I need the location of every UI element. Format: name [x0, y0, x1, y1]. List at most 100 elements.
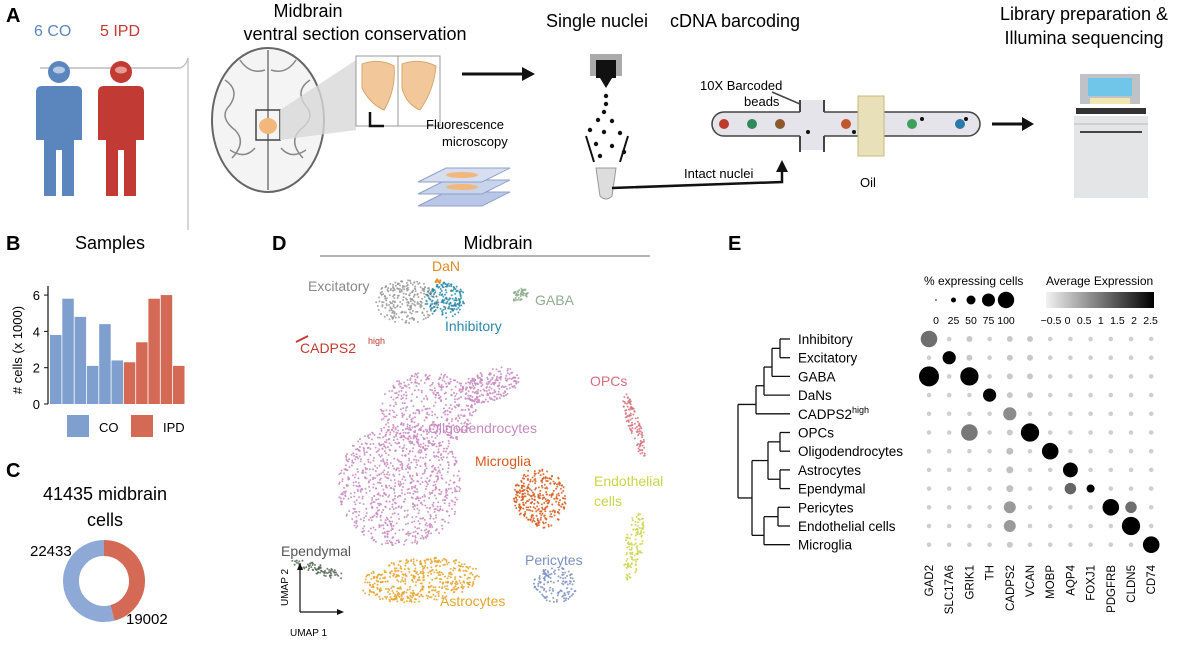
cluster-microglia: [513, 468, 567, 529]
panel-c-letter: C: [6, 460, 20, 482]
dot-excitatory-th: [987, 355, 992, 361]
dot-dans-cadps2: [1006, 392, 1013, 399]
gene-label: VCAN: [1025, 565, 1037, 597]
pct-legend-dot: [982, 293, 995, 307]
label-oligodendrocytes: Oligodendrocytes: [428, 420, 537, 436]
gene-label: CD74: [1146, 564, 1158, 594]
fluorescence-label-2: microscopy: [442, 134, 508, 149]
dot-microglia-grik1: [967, 542, 972, 547]
pct-legend-dot: [966, 295, 976, 305]
gene-label: CLDN5: [1126, 565, 1138, 603]
arrow-head-nuclei: [522, 67, 535, 81]
midbrain-title-line2: ventral section conservation: [243, 24, 466, 44]
pct-legend: 0 25 50 75 100: [933, 291, 1015, 327]
cell-type-label: CADPS2high: [798, 405, 869, 422]
dot-gaba-aqp4: [1068, 374, 1073, 379]
dot-endothelial-cells-aqp4: [1068, 523, 1073, 529]
cell-type-labels: Inhibitory Excitatory GABA DaNs CADPS2high OP…: [798, 332, 903, 553]
dot-astrocytes-aqp4: [1062, 462, 1078, 478]
panel-d: D Midbrain Excitatory DaN GABA Inhibitor…: [272, 233, 663, 639]
label-opcs: OPCs: [590, 373, 627, 389]
dot-gaba-vcan: [1027, 373, 1033, 380]
dot-plot: [919, 330, 1160, 553]
umap-title: Midbrain: [463, 233, 532, 253]
dot-inhibitory-th: [987, 336, 992, 342]
dot-cadps2-cd74: [1148, 411, 1154, 417]
avg-legend-tick: 2: [1131, 315, 1137, 327]
samples-y-tick-label: 6: [33, 288, 40, 303]
cluster-inhibitory: [424, 281, 466, 319]
dot-cadps2-cldn5: [1128, 411, 1134, 417]
dot-oligodendrocytes-cd74: [1148, 448, 1154, 454]
dot-excitatory-cldn5: [1128, 355, 1134, 361]
dot-ependymal-cd74: [1148, 486, 1154, 491]
dot-excitatory-foxj1: [1088, 355, 1093, 361]
ipd-count-label: 5 IPD: [100, 23, 140, 40]
panel-e: E % expressing cells 0 25 50 75 100 Average …: [728, 233, 1160, 614]
dot-cadps2-th: [987, 411, 992, 417]
dot-dans-pdgfrb: [1108, 392, 1114, 398]
umap2-label: UMAP 2: [280, 569, 291, 606]
midbrain-cells-title-1: 41435 midbrain: [43, 484, 167, 504]
dot-oligodendrocytes-pdgfrb: [1108, 448, 1114, 454]
panel-c: C 41435 midbrain cells 22433 19002: [6, 460, 168, 628]
label-ependymal: Ependymal: [281, 543, 351, 559]
samples-ylabel: # cells (x 1000): [10, 306, 25, 394]
brain-icon: [211, 47, 325, 193]
dendrogram: [737, 338, 790, 546]
dot-excitatory-cd74: [1148, 355, 1154, 361]
dot-ependymal-vcan: [1027, 486, 1033, 491]
avg-legend-tick: 0: [1065, 315, 1071, 327]
panel-a: A 6 CO 5 IPD Midbrain ventral section co…: [6, 1, 1168, 230]
dot-ependymal-mobp: [1047, 486, 1053, 491]
dot-dans-mobp: [1047, 392, 1053, 398]
co-person-icon: [36, 61, 82, 196]
dot-astrocytes-cd74: [1148, 467, 1154, 473]
samples-y-tick-label: 4: [33, 324, 40, 339]
dot-gaba-slc17a6: [946, 374, 952, 379]
cell-type-label: Astrocytes: [798, 463, 861, 478]
samples-bar-ipd: [160, 295, 173, 404]
arrow-head-sequencer: [1022, 117, 1034, 131]
dot-inhibitory-grik1: [966, 336, 973, 342]
samples-bar-ipd: [136, 342, 148, 404]
dot-gaba-grik1: [960, 367, 979, 386]
cluster-dan: [434, 278, 442, 284]
label-astrocytes: Astrocytes: [440, 593, 505, 609]
dot-cadps2-pdgfrb: [1108, 411, 1114, 417]
dot-excitatory-grik1: [966, 354, 973, 361]
dot-opcs-gad2: [926, 430, 932, 435]
dot-opcs-th: [987, 430, 992, 435]
dot-microglia-foxj1: [1088, 542, 1093, 547]
dot-microglia-cldn5: [1128, 542, 1134, 547]
dot-inhibitory-vcan: [1027, 336, 1033, 342]
avg-legend-title: Average Expression: [1046, 274, 1153, 288]
dot-astrocytes-vcan: [1027, 467, 1033, 473]
oil-label: Oil: [860, 175, 876, 190]
dot-gaba-mobp: [1047, 374, 1053, 379]
dot-gaba-cadps2: [1006, 373, 1013, 380]
dot-microglia-aqp4: [1068, 542, 1073, 547]
samples-bar-ipd: [123, 362, 136, 404]
dot-oligodendrocytes-mobp: [1041, 442, 1059, 460]
cadps2-cluster-mark: [295, 335, 309, 343]
dot-opcs-mobp: [1047, 430, 1053, 435]
dot-pericytes-pdgfrb: [1102, 499, 1120, 516]
dot-opcs-cd74: [1148, 430, 1154, 435]
dot-astrocytes-gad2: [926, 467, 932, 473]
dot-microglia-cd74: [1142, 536, 1160, 553]
dot-endothelial-cells-cd74: [1148, 523, 1154, 529]
ipd-person-icon: [98, 61, 144, 196]
cell-type-label: DaNs: [798, 388, 832, 403]
avg-legend-tick: 2.5: [1143, 315, 1158, 327]
dot-cadps2-extra: [1006, 447, 1014, 455]
dot-excitatory-mobp: [1047, 355, 1053, 361]
pct-legend-title: % expressing cells: [924, 274, 1023, 288]
pct-legend-tick: 25: [948, 315, 960, 327]
dot-cadps2-aqp4: [1068, 411, 1073, 417]
cluster-endothelial: [623, 513, 645, 581]
label-microglia: Microglia: [475, 453, 531, 469]
gene-label: MOBP: [1045, 565, 1057, 599]
co-cells-count: 22433: [30, 543, 72, 560]
